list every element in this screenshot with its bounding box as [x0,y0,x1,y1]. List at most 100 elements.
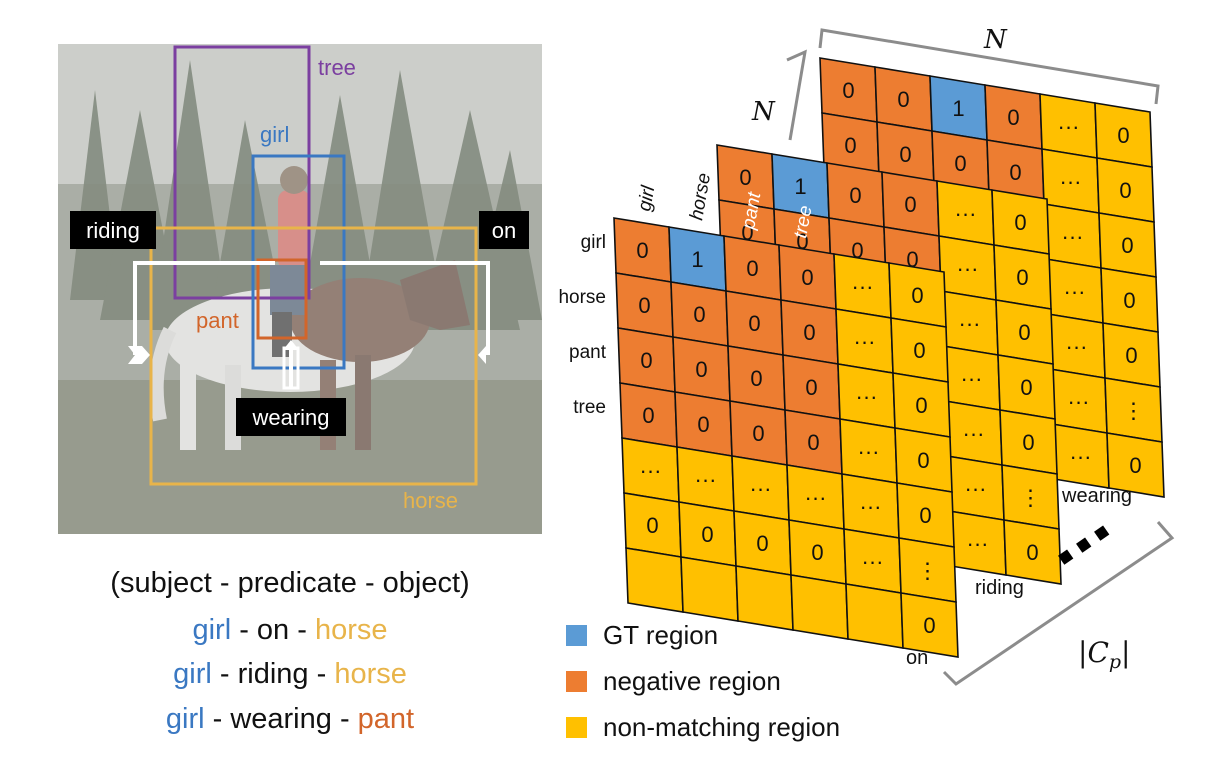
matrix-cell-value: ··· [856,384,878,409]
legend-gt-swatch [566,624,587,646]
girl-label: girl [260,122,289,147]
matrix-cell-value: ⋮ [1123,398,1145,423]
wearing-arrow-stem [282,346,300,390]
matrix-cell-value: ··· [963,421,985,446]
triple-1-predicate: on [256,614,290,646]
matrix-cell-value: 0 [923,613,935,638]
matrix-cell [735,565,794,631]
tree-bounding-box [173,45,311,300]
matrix-cell-value: 0 [1123,288,1135,313]
matrix-cell-value: 0 [1117,123,1129,148]
relation-arrows [133,261,490,387]
on-tag: on [492,218,516,243]
matrix-cell [845,583,904,649]
legend-nonmatching-label: non-matching region [603,711,841,742]
horse-bounding-box [149,226,478,486]
matrix-cell-value: 0 [636,238,648,263]
mid-n-bracket [786,49,807,141]
matrix-cell-value: 0 [1020,375,1032,400]
matrix-cell-value: 0 [646,513,658,538]
pant-bounding-box [256,258,308,340]
matrix-cell-value: 0 [897,87,909,112]
row-label-girl: girl [581,232,606,253]
matrix-cell-value: ··· [959,311,981,336]
col-label-girl: girl [634,184,659,213]
triple-3-subject: girl [165,703,205,735]
n-mid-label: N [751,97,776,127]
matrix-cell-value: 0 [844,133,856,158]
matrix-cell-value: ··· [1062,224,1084,249]
matrix-cell-value: ⋮ [1020,485,1042,510]
matrix-cell-value: 0 [915,393,927,418]
photo-horse [149,260,470,450]
layer-name-wearing: wearing [1061,485,1132,507]
riding-tag: riding [86,218,140,243]
legend-nonmatching: non-matching region [566,712,840,742]
matrix-cell-value: ··· [1064,279,1086,304]
triple-3-sep-a: - [204,703,231,735]
matrix-cell [680,556,739,622]
matrix-cell-value: 0 [756,531,768,556]
matrix-cell-value: 0 [911,283,923,308]
matrix-cell-value: 0 [1026,540,1038,565]
matrix-cell-value: 0 [1121,233,1133,258]
row-label-pant: pant [569,342,607,363]
matrix-cell-value: ⋮ [917,558,939,583]
legend-negative-swatch [566,670,587,692]
matrix-cell-value: ··· [862,549,884,574]
triple-2-predicate: riding [237,658,309,690]
triple-2-sep-a: - [211,658,238,690]
riding-tag-bg [70,211,156,249]
caption-header: (subject - predicate - object) [110,567,470,599]
row-label-tree: tree [573,397,606,418]
photo-rider [270,166,310,357]
matrix-cell-value: 0 [1018,320,1030,345]
cp-label: |Cp| [1078,636,1130,673]
matrix-cell-value: 0 [1125,343,1137,368]
matrix-cell-value: 0 [739,165,751,190]
matrix-cell-value: 0 [748,311,760,336]
matrix-cell-value: 0 [1129,453,1141,478]
row-label-horse: horse [558,287,606,308]
matrix-cell-value: 0 [899,142,911,167]
matrix-cell [790,574,849,640]
matrix-cell [900,592,959,658]
matrix-cell-value: 0 [904,192,916,217]
matrix-cell-value: ··· [640,458,662,483]
matrix-cell-value: ··· [1058,114,1080,139]
matrix-cell [625,547,684,613]
matrix-cell-value: 0 [917,448,929,473]
matrix-cell-value: ··· [852,274,874,299]
matrix-cell-value: ··· [1060,169,1082,194]
triple-2-subject: girl [173,658,212,690]
matrix-cell-value: 0 [954,151,966,176]
matrix-cell-value: 0 [1009,160,1021,185]
matrix-cell-value: 0 [805,375,817,400]
matrix-cell-value: 0 [842,78,854,103]
caption-triple-2: girl - riding - horse [0,658,580,691]
matrix-cell-value: 0 [693,302,705,327]
matrix-stack: 0 0 1 0 ··· 0 0 0 0 0 ··· 0 0 0 0 0 ··· 0 0 0 0 0 ··· 0 0 0 0 0 ··· 0… [558,25,1175,686]
top-n-bracket [818,28,1160,105]
matrix-cell-value: 0 [849,183,861,208]
matrix-cell-value: ··· [957,256,979,281]
matrix-cell-value: ··· [955,201,977,226]
matrix-cell-value: 0 [811,540,823,565]
matrix-cell-value: 0 [1016,265,1028,290]
legend-gt: GT region [566,620,718,650]
col-label-horse: horse [686,171,715,221]
matrix-layer-undefined: 0 1 0 0 ··· 0 0 0 0 0 ··· 0 0 0 0 0 ··· 0 0 0 0 0 ··· 0 ··· ··· ··… [613,217,959,658]
matrix-cell-value: ··· [854,329,876,354]
matrix-cell-value: 1 [691,247,703,272]
caption-triple-1: girl - on - horse [0,614,580,647]
wearing-tag: wearing [251,405,329,430]
matrix-cell-value: 1 [952,96,964,121]
triple-2-sep-b: - [308,658,335,690]
layer-name-riding: riding [975,577,1024,599]
triple-1-object: horse [314,614,388,646]
triple-3-object: pant [357,703,415,735]
matrix-cell-value: 0 [807,430,819,455]
stack-ellipsis-dot [1058,549,1074,565]
stack-ellipsis-dot [1076,537,1092,553]
